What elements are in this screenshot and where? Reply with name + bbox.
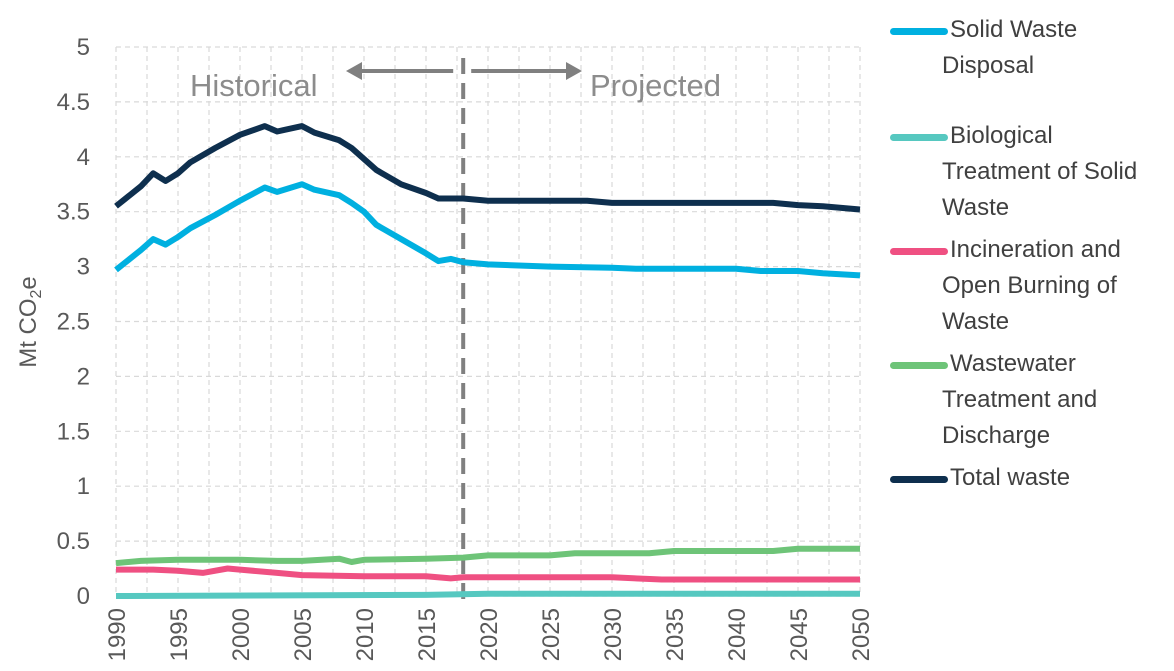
x-tick-label: 2005 (290, 608, 317, 661)
gridlines (115, 46, 861, 597)
legend-swatch (890, 362, 948, 369)
x-tick-label: 1995 (166, 608, 193, 661)
y-tick-label: 1.5 (57, 418, 90, 445)
legend-item: Total waste (890, 460, 1174, 496)
y-tick-label: 0 (77, 583, 90, 610)
x-tick-label: 2050 (848, 608, 875, 661)
legend-label: Waste (942, 194, 1010, 221)
series-line-total-waste (114, 123, 861, 213)
x-tick-label: 2025 (538, 608, 565, 661)
historical-projected-divider (346, 58, 582, 606)
legend-label: Treatment of Solid (942, 158, 1138, 185)
legend-swatch (890, 28, 948, 35)
legend-swatch (890, 134, 948, 141)
series-line-solid-waste-disposal (114, 181, 861, 279)
legend-label: Incineration and (950, 236, 1121, 263)
legend-item: Wastewater Treatment and Discharge (890, 346, 1174, 454)
legend-label: Biological (950, 122, 1053, 149)
x-tick-label: 2030 (600, 608, 627, 661)
projected-label: Projected (590, 68, 721, 103)
y-tick-label: 1 (77, 473, 90, 500)
x-tick-label: 2045 (786, 608, 813, 661)
annotations: Historical Projected (190, 68, 721, 103)
y-tick-label: 4 (77, 144, 90, 171)
series-lines (114, 123, 861, 599)
x-tick-label: 1990 (104, 608, 131, 661)
legend-label: Total waste (950, 464, 1071, 491)
legend: Solid Waste Disposal Biological Treatment o… (890, 12, 1174, 502)
legend-item: Solid Waste Disposal (890, 12, 1174, 84)
y-axis-ticks: 0 0.5 1 1.5 2 2.5 3 3.5 4 4.5 5 (57, 34, 90, 610)
y-axis-label: Mt CO2e (15, 276, 45, 368)
x-tick-label: 2000 (228, 608, 255, 661)
line-chart: 0 0.5 1 1.5 2 2.5 3 3.5 4 4.5 5 1990 1995 2000 2005 20… (15, 34, 875, 661)
y-tick-label: 0.5 (57, 528, 90, 555)
legend-swatch (890, 248, 948, 255)
legend-swatch (890, 476, 948, 483)
legend-label: Disposal (942, 52, 1035, 79)
x-tick-label: 2035 (662, 608, 689, 661)
y-tick-label: 2.5 (57, 309, 90, 336)
x-axis-ticks: 1990 1995 2000 2005 2010 2015 2020 2025 2030 2035… (104, 608, 875, 661)
legend-label: Waste (942, 308, 1010, 335)
legend-label: Wastewater (950, 350, 1076, 377)
legend-label: Solid Waste (950, 16, 1078, 43)
y-tick-label: 3.5 (57, 199, 90, 226)
arrow-right-head (566, 62, 582, 80)
series-line-wastewater-treatment-and-discharge (115, 545, 860, 567)
legend-label: Treatment and (942, 386, 1098, 413)
historical-label: Historical (190, 68, 317, 103)
series-line-biological-treatment-of-solid-waste (115, 590, 860, 599)
arrow-left-head (346, 62, 362, 80)
series-line-incineration-and-open-burning-of-waste (116, 565, 860, 583)
y-tick-label: 4.5 (57, 89, 90, 116)
y-tick-label: 5 (77, 34, 90, 61)
x-tick-label: 2015 (414, 608, 441, 661)
x-tick-label: 2040 (724, 608, 751, 661)
y-tick-label: 2 (77, 363, 90, 390)
legend-label: Open Burning of (942, 272, 1117, 299)
x-tick-label: 2010 (352, 608, 379, 661)
y-tick-label: 3 (77, 254, 90, 281)
legend-label: Discharge (942, 422, 1051, 449)
legend-item: Incineration and Open Burning of Waste (890, 232, 1174, 340)
legend-item: Biological Treatment of Solid Waste (890, 118, 1174, 226)
x-tick-label: 2020 (476, 608, 503, 661)
